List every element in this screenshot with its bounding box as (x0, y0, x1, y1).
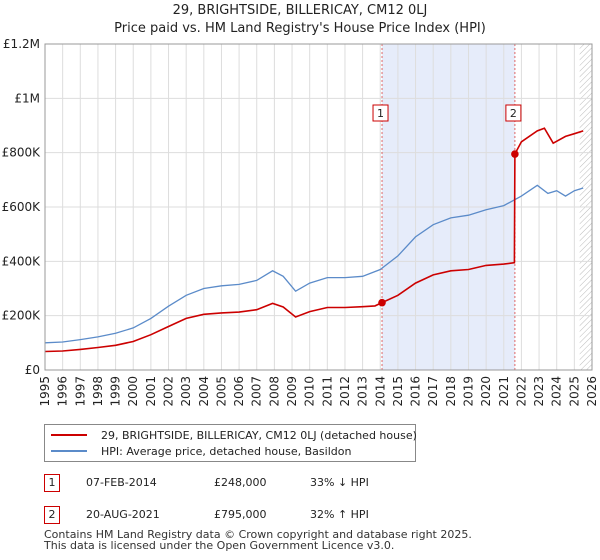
x-tick-label: 2016 (409, 376, 423, 407)
x-tick-label: 2019 (461, 376, 475, 407)
property-series-line (44, 127, 584, 353)
footer: Contains HM Land Registry data © Crown c… (44, 529, 472, 551)
x-tick-label: 2011 (320, 376, 334, 407)
svg-text:1: 1 (377, 107, 384, 120)
transaction-point (511, 150, 519, 158)
hpi-series-line (44, 184, 584, 344)
transaction-badge: 1 (44, 474, 60, 492)
y-tick-label: £1.2M (3, 37, 40, 51)
y-tick-label: £200K (2, 309, 42, 323)
footer-line-1: Contains HM Land Registry data © Crown c… (44, 528, 472, 541)
x-tick-label: 2023 (532, 376, 546, 407)
transaction-hpi: 33% ↓ HPI (310, 476, 369, 489)
transaction-row: 2 20-AUG-2021 £795,000 32% ↑ HPI (44, 506, 464, 524)
transaction-price: £248,000 (214, 476, 267, 489)
y-tick-label: £800K (2, 146, 42, 160)
legend-swatch-hpi (51, 450, 87, 452)
transaction-point (378, 298, 386, 307)
legend-label-property: 29, BRIGHTSIDE, BILLERICAY, CM12 0LJ (de… (101, 428, 417, 442)
x-tick-label: 2020 (479, 376, 493, 407)
x-tick-label: 2013 (356, 376, 370, 407)
x-tick-label: 2015 (391, 376, 405, 407)
x-axis-labels: 1995 1996 1997 1998 1999 2000 2001 2002 2003 2004… (38, 376, 599, 407)
x-tick-label: 2000 (126, 376, 140, 407)
chart-legend: 29, BRIGHTSIDE, BILLERICAY, CM12 0LJ (de… (44, 424, 417, 462)
plot-frame (44, 43, 593, 371)
y-tick-label: £400K (2, 254, 42, 268)
transaction-price: £795,000 (214, 508, 267, 521)
chart-title: 29, BRIGHTSIDE, BILLERICAY, CM12 0LJ Pri… (0, 2, 600, 38)
x-tick-label: 2014 (373, 376, 387, 407)
chart-badge: 1 (372, 104, 389, 122)
x-tick-label: 1996 (56, 376, 70, 407)
footer-line-2: This data is licensed under the Open Gov… (44, 539, 395, 552)
x-tick-label: 2003 (179, 376, 193, 407)
x-tick-label: 2012 (338, 376, 352, 407)
chart-badge: 2 (505, 104, 522, 122)
transaction-points (378, 150, 519, 307)
x-tick-label: 2006 (232, 376, 246, 407)
y-tick-label: £600K (2, 200, 42, 214)
x-tick-label: 2008 (267, 376, 281, 407)
transaction-badge: 2 (44, 506, 60, 524)
x-tick-label: 2005 (214, 376, 228, 407)
y-tick-label: £1M (14, 91, 40, 105)
x-tick-label: 2021 (497, 376, 511, 407)
x-tick-label: 2025 (567, 376, 581, 407)
x-tick-label: 2007 (250, 376, 264, 407)
legend-item-hpi: HPI: Average price, detached house, Basi… (51, 443, 351, 459)
x-tick-label: 2010 (303, 376, 317, 407)
x-tick-label: 1999 (109, 376, 123, 407)
x-tick-label: 2001 (144, 376, 158, 407)
y-axis-labels: £0 £200K £400K £600K £800K £1M £1.2M (2, 37, 42, 377)
x-tick-label: 2018 (444, 376, 458, 407)
x-tick-label: 2002 (162, 376, 176, 407)
x-tick-label: 2022 (514, 376, 528, 407)
title-line-1: 29, BRIGHTSIDE, BILLERICAY, CM12 0LJ (172, 3, 428, 18)
y-tick-label: £0 (25, 363, 40, 377)
x-tick-label: 2024 (550, 376, 564, 407)
x-tick-label: 1998 (91, 376, 105, 407)
x-tick-label: 2004 (197, 376, 211, 407)
svg-text:2: 2 (510, 107, 517, 120)
x-tick-label: 1997 (73, 376, 87, 407)
title-line-2: Price paid vs. HM Land Registry's House … (114, 21, 486, 36)
x-tick-label: 2026 (585, 376, 599, 407)
legend-label-hpi: HPI: Average price, detached house, Basi… (101, 444, 352, 458)
x-tick-label: 2017 (426, 376, 440, 407)
transaction-date: 20-AUG-2021 (86, 508, 160, 521)
transaction-hpi: 32% ↑ HPI (310, 508, 369, 521)
x-tick-label: 2009 (285, 376, 299, 407)
x-tick-label: 1995 (38, 376, 52, 407)
transaction-row: 1 07-FEB-2014 £248,000 33% ↓ HPI (44, 474, 464, 492)
legend-item-property: 29, BRIGHTSIDE, BILLERICAY, CM12 0LJ (de… (51, 427, 417, 443)
transaction-date: 07-FEB-2014 (86, 476, 157, 489)
legend-swatch-property (51, 434, 87, 436)
